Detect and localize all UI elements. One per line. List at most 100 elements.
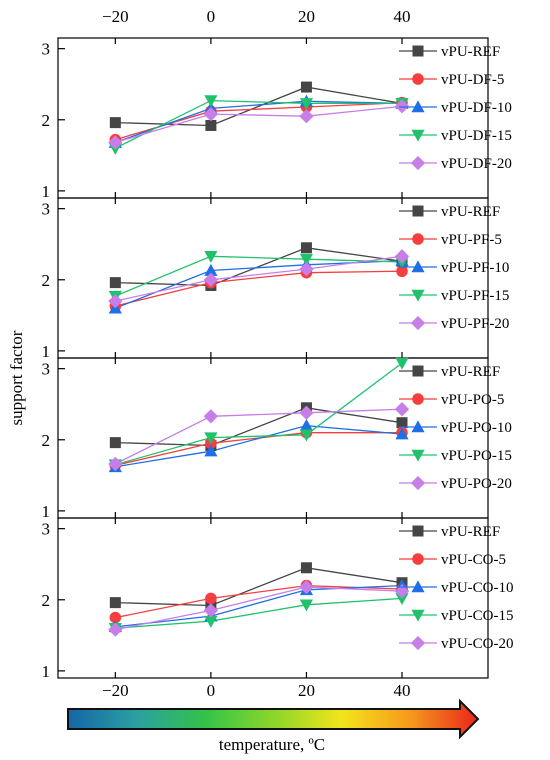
legend-label: vPU-REF bbox=[441, 364, 500, 380]
data-point-vPU-CO-20-20 bbox=[299, 579, 314, 595]
legend-label: vPU-REF bbox=[441, 524, 500, 540]
data-point-vPU-DF-15-0 bbox=[204, 95, 218, 108]
top-x-tick-label: 40 bbox=[394, 7, 411, 26]
series-line-vPU-REF bbox=[115, 86, 403, 127]
series-line-vPU-PF-15 bbox=[115, 255, 403, 297]
panel-frame bbox=[57, 357, 489, 519]
data-point-vPU-PO-15-20 bbox=[299, 429, 314, 442]
data-point-vPU-CO-5--20 bbox=[109, 611, 122, 624]
series-line-vPU-CO-15 bbox=[115, 597, 403, 629]
legend-label: vPU-PO-20 bbox=[441, 476, 512, 492]
y-tick-label: 3 bbox=[42, 200, 51, 219]
series-line-vPU-DF-10 bbox=[115, 100, 403, 144]
series-line-vPU-DF-15 bbox=[115, 99, 402, 149]
panel-frame bbox=[57, 517, 489, 679]
panels: 1 2 3 vPU-REFvPU-DF-5vPU-DF-10vPU-DF-15vPU-… bbox=[42, 37, 514, 681]
legend-marker bbox=[410, 475, 426, 491]
legend: vPU-REF vPU-DF-5 vPU-DF-10 vPU-DF-15 vPU-DF-… bbox=[399, 44, 512, 172]
series-line-vPU-PO-10 bbox=[115, 424, 403, 468]
top-x-axis: −20 0 20 40 bbox=[102, 7, 410, 26]
y-tick-label: 2 bbox=[42, 591, 51, 610]
legend-label: vPU-CO-5 bbox=[441, 552, 506, 568]
legend-label: vPU-CO-15 bbox=[441, 608, 514, 624]
legend-marker bbox=[412, 45, 424, 57]
data-point-vPU-PF-5-40 bbox=[396, 265, 408, 278]
data-point-vPU-PO-15-40 bbox=[395, 357, 409, 370]
legend-label: vPU-PO-5 bbox=[441, 392, 504, 408]
data-point-vPU-DF-20-0 bbox=[203, 106, 219, 122]
data-point-vPU-CO-15-40 bbox=[395, 593, 409, 605]
panel-3: 123 vPU-REFvPU-PO-5vPU-PO-10vPU-PO-15vPU-… bbox=[42, 357, 512, 521]
data-point-vPU-PO-20-20 bbox=[299, 405, 314, 420]
data-point-vPU-PO-20-40 bbox=[394, 402, 410, 417]
y-axis-label: support factor bbox=[7, 330, 26, 425]
data-point-vPU-REF-20 bbox=[300, 242, 312, 254]
y-tick-label: 2 bbox=[42, 271, 51, 290]
legend-label: vPU-PF-10 bbox=[441, 260, 509, 276]
bottom-x-tick-label: −20 bbox=[102, 681, 129, 700]
legend-label: vPU-PF-15 bbox=[441, 288, 509, 304]
y-tick-label: 3 bbox=[42, 40, 51, 59]
data-point-vPU-REF--20 bbox=[109, 437, 121, 449]
data-point-vPU-REF-20 bbox=[300, 562, 312, 574]
legend-marker bbox=[410, 155, 426, 171]
legend-marker bbox=[412, 365, 424, 377]
data-point-vPU-CO-20--20 bbox=[108, 622, 123, 637]
series-line-vPU-PF-20 bbox=[115, 255, 403, 302]
legend-marker bbox=[411, 129, 425, 142]
legend-marker bbox=[411, 420, 425, 433]
data-point-vPU-PF-15-20 bbox=[299, 253, 314, 266]
data-point-vPU-REF-0 bbox=[205, 119, 217, 131]
data-point-vPU-PO-15-0 bbox=[204, 432, 218, 445]
series-line-vPU-REF bbox=[115, 407, 403, 447]
series-line-vPU-DF-20 bbox=[115, 105, 403, 144]
panel-frame bbox=[57, 197, 489, 359]
top-x-tick-label: 0 bbox=[207, 7, 216, 26]
legend-marker bbox=[412, 525, 424, 537]
data-point-vPU-PF-20--20 bbox=[108, 293, 123, 309]
legend-label: vPU-REF bbox=[441, 44, 500, 60]
series-line-vPU-DF-5 bbox=[115, 102, 403, 141]
y-tick-label: 3 bbox=[42, 360, 51, 379]
data-point-vPU-PO-20--20 bbox=[108, 456, 123, 472]
legend-marker bbox=[411, 289, 425, 302]
data-point-vPU-DF-15-20 bbox=[299, 98, 314, 111]
data-point-vPU-CO-15-0 bbox=[204, 615, 218, 628]
bottom-x-axis: −20 0 20 40 bbox=[102, 681, 410, 700]
data-point-vPU-REF--20 bbox=[109, 117, 121, 129]
series-line-vPU-PO-15 bbox=[115, 362, 403, 466]
series-line-vPU-PO-20 bbox=[115, 408, 403, 465]
data-point-vPU-DF-20--20 bbox=[108, 135, 123, 150]
legend-label: vPU-DF-10 bbox=[441, 100, 512, 116]
data-point-vPU-PF-20-0 bbox=[203, 272, 219, 287]
data-point-vPU-DF-20-20 bbox=[299, 109, 314, 124]
panel-4: 123 vPU-REFvPU-CO-5vPU-CO-10vPU-CO-15vPU-… bbox=[42, 517, 514, 681]
data-point-vPU-CO-20-40 bbox=[394, 584, 410, 599]
legend-marker bbox=[412, 233, 424, 245]
data-point-vPU-DF-20-40 bbox=[394, 99, 410, 114]
legend: vPU-REF vPU-PF-5 vPU-PF-10 vPU-PF-15 vPU-PF-… bbox=[399, 204, 509, 332]
data-point-vPU-PF-15-0 bbox=[204, 251, 218, 263]
y-tick-label: 2 bbox=[42, 111, 51, 130]
legend-label: vPU-DF-20 bbox=[441, 156, 512, 172]
series-line-vPU-REF bbox=[115, 567, 403, 607]
bottom-x-tick-label: 0 bbox=[207, 681, 216, 700]
legend-label: vPU-CO-20 bbox=[441, 636, 514, 652]
y-tick-label: 3 bbox=[42, 520, 51, 539]
legend-marker bbox=[411, 609, 425, 622]
series-line-vPU-PF-5 bbox=[115, 270, 403, 307]
y-tick-label: 1 bbox=[42, 502, 51, 521]
bottom-x-tick-label: 40 bbox=[394, 681, 411, 700]
legend-marker bbox=[412, 393, 424, 405]
legend-label: vPU-REF bbox=[441, 204, 500, 220]
legend-marker bbox=[411, 580, 425, 593]
legend-label: vPU-PO-10 bbox=[441, 420, 512, 436]
temperature-arrow bbox=[67, 698, 480, 740]
series-line-vPU-REF bbox=[115, 247, 403, 287]
bottom-x-tick-label: 20 bbox=[298, 681, 315, 700]
top-x-tick-label: −20 bbox=[102, 7, 129, 26]
data-point-vPU-PO-20-0 bbox=[203, 409, 219, 424]
legend-marker bbox=[412, 73, 424, 85]
data-point-vPU-REF-20 bbox=[300, 81, 312, 93]
